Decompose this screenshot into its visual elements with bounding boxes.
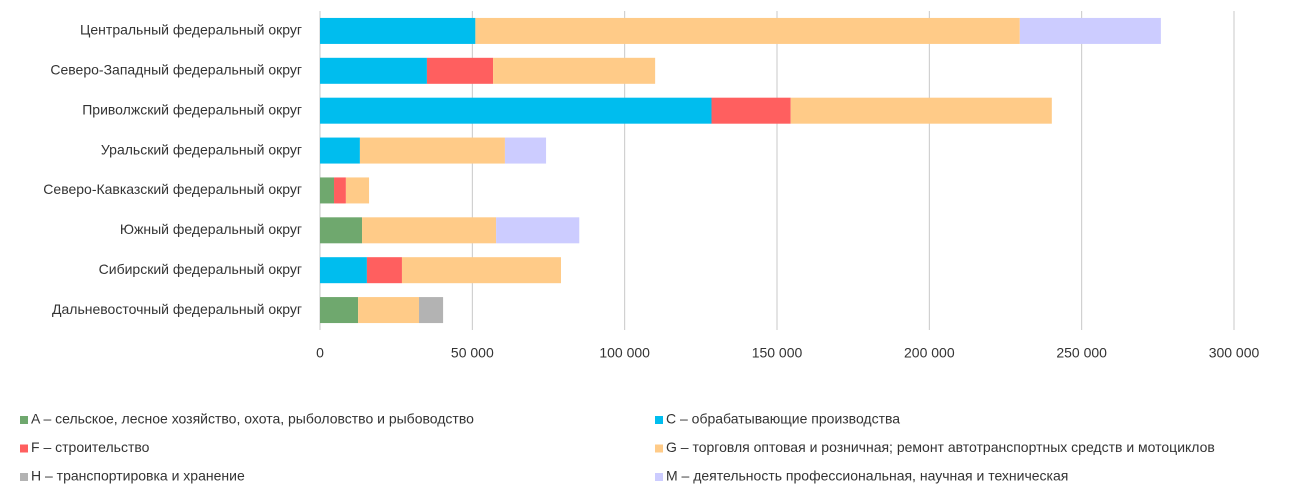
bar-segment [493,57,656,84]
x-tick-label: 0 [316,345,324,361]
y-tick-label: Северо-Кавказский федеральный округ [43,181,302,197]
legend-swatch [655,473,663,481]
y-tick-label: Дальневосточный федеральный округ [52,301,302,317]
bar-segment [790,97,1052,124]
bar-segment [359,137,505,164]
x-tick-label: 150 000 [752,345,803,361]
bar-segment [366,257,402,284]
bar-segment [475,17,1020,44]
bar-segment [426,57,494,84]
y-tick-label: Сибирский федеральный округ [99,261,302,277]
bar-segment [401,257,561,284]
legend-swatch [20,444,28,453]
y-tick-label: Приволжский федеральный округ [82,101,302,117]
bar-segment [320,297,359,324]
legend-swatch [655,416,663,424]
bar-segment [320,177,335,204]
bar-segment [358,297,420,324]
x-tick-label: 250 000 [1056,345,1107,361]
x-tick-label: 50 000 [451,345,494,361]
bar-segment [320,57,427,84]
legend-label: A – сельское, лесное хозяйство, охота, р… [31,411,474,427]
legend-label: F – строительство [31,439,150,455]
bar-segment [320,137,360,164]
bar-segment [504,137,547,164]
bar-segment [345,177,370,204]
y-tick-label: Уральский федеральный округ [101,141,302,157]
legend-swatch [20,416,28,424]
x-tick-label: 300 000 [1209,345,1260,361]
y-tick-label: Центральный федеральный округ [80,22,302,38]
bar-segment [711,97,791,124]
bar-segment [419,297,444,324]
legend-label: M – деятельность профессиональная, научн… [666,468,1068,484]
y-tick-label: Северо-Западный федеральный округ [50,62,302,78]
legend-label: G – торговля оптовая и розничная; ремонт… [666,439,1215,455]
bar-segment [320,217,363,244]
bar-segment [362,217,497,244]
bar-segment [320,97,712,124]
bar-segment [320,17,476,44]
legend-swatch [20,473,28,481]
y-tick-label: Южный федеральный округ [120,221,302,237]
bar-segment [334,177,346,204]
bar-segment [496,217,580,244]
legend-label: C – обрабатывающие производства [666,411,900,427]
x-tick-label: 100 000 [599,345,650,361]
legend-label: H – транспортировка и хранение [31,468,245,484]
x-tick-label: 200 000 [904,345,955,361]
bar-segment [320,257,367,284]
legend-swatch [655,444,663,453]
bar-segment [1019,17,1161,44]
